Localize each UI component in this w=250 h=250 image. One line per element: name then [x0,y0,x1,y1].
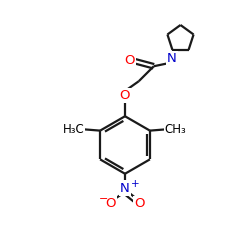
Text: O: O [120,89,130,102]
Text: CH₃: CH₃ [165,123,186,136]
Text: N: N [120,182,130,194]
Text: O: O [105,197,116,210]
Text: N: N [167,52,176,65]
Text: −: − [99,194,108,204]
Text: O: O [124,54,135,66]
Text: O: O [134,197,145,210]
Text: +: + [130,179,139,189]
Text: H₃C: H₃C [62,123,84,136]
